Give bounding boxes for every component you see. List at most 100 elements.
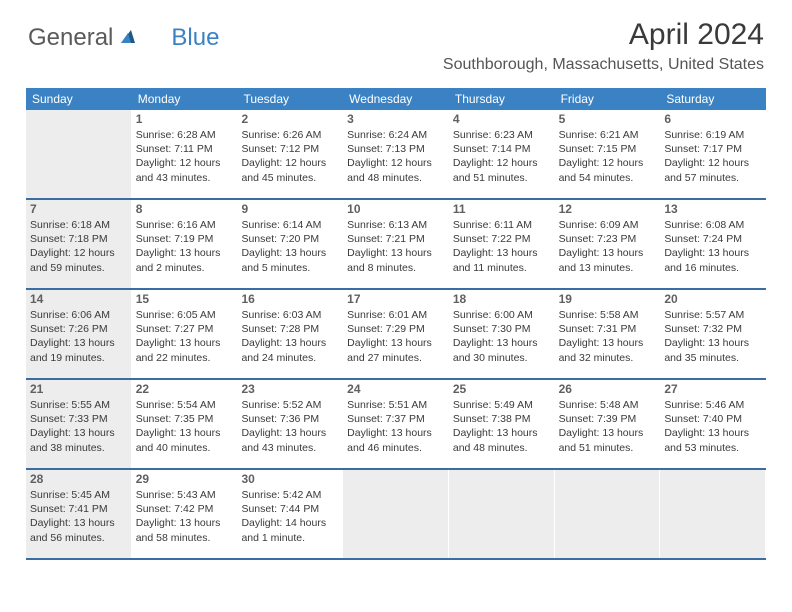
day-sunrise: Sunrise: 6:24 AM [347,128,444,142]
day-daylight: Daylight: 13 hours [347,426,444,440]
day-cell [26,110,132,198]
day-sunrise: Sunrise: 5:42 AM [241,488,338,502]
day-daylight: Daylight: 13 hours [453,246,550,260]
day-daylight: Daylight: 13 hours [664,336,761,350]
day-daylight: Daylight: 13 hours [559,426,656,440]
day-extra: and 53 minutes. [664,441,761,455]
day-daylight: Daylight: 12 hours [664,156,761,170]
day-sunset: Sunset: 7:27 PM [136,322,233,336]
day-sunset: Sunset: 7:39 PM [559,412,656,426]
day-number: 18 [453,292,550,306]
month-title: April 2024 [443,18,764,52]
day-extra: and 48 minutes. [453,441,550,455]
day-extra: and 51 minutes. [559,441,656,455]
day-cell: 30Sunrise: 5:42 AMSunset: 7:44 PMDayligh… [237,470,343,558]
day-cell: 20Sunrise: 5:57 AMSunset: 7:32 PMDayligh… [660,290,766,378]
day-number: 15 [136,292,233,306]
day-header-monday: Monday [132,88,238,110]
day-sunrise: Sunrise: 5:49 AM [453,398,550,412]
day-daylight: Daylight: 12 hours [559,156,656,170]
day-sunrise: Sunrise: 5:54 AM [136,398,233,412]
day-number: 12 [559,202,656,216]
day-cell: 4Sunrise: 6:23 AMSunset: 7:14 PMDaylight… [449,110,555,198]
day-sunrise: Sunrise: 6:05 AM [136,308,233,322]
day-daylight: Daylight: 13 hours [664,246,761,260]
day-number: 29 [136,472,233,486]
day-cell: 12Sunrise: 6:09 AMSunset: 7:23 PMDayligh… [555,200,661,288]
calendar-grid: SundayMondayTuesdayWednesdayThursdayFrid… [26,88,766,560]
day-sunset: Sunset: 7:22 PM [453,232,550,246]
day-cell [449,470,555,558]
day-daylight: Daylight: 13 hours [347,246,444,260]
day-cell: 21Sunrise: 5:55 AMSunset: 7:33 PMDayligh… [26,380,132,468]
day-header-sunday: Sunday [26,88,132,110]
day-number: 14 [30,292,127,306]
day-header-friday: Friday [555,88,661,110]
day-sunrise: Sunrise: 5:57 AM [664,308,761,322]
weeks-container: 1Sunrise: 6:28 AMSunset: 7:11 PMDaylight… [26,110,766,560]
week-row: 1Sunrise: 6:28 AMSunset: 7:11 PMDaylight… [26,110,766,200]
day-sunset: Sunset: 7:42 PM [136,502,233,516]
day-number: 19 [559,292,656,306]
day-sunrise: Sunrise: 5:45 AM [30,488,127,502]
day-cell: 16Sunrise: 6:03 AMSunset: 7:28 PMDayligh… [237,290,343,378]
day-number: 2 [241,112,338,126]
day-sunrise: Sunrise: 6:14 AM [241,218,338,232]
day-number: 8 [136,202,233,216]
day-sunset: Sunset: 7:14 PM [453,142,550,156]
day-sunrise: Sunrise: 6:13 AM [347,218,444,232]
day-sunset: Sunset: 7:20 PM [241,232,338,246]
day-extra: and 45 minutes. [241,171,338,185]
day-sunset: Sunset: 7:33 PM [30,412,127,426]
day-sunset: Sunset: 7:18 PM [30,232,127,246]
day-sunset: Sunset: 7:40 PM [664,412,761,426]
day-extra: and 38 minutes. [30,441,127,455]
day-sunset: Sunset: 7:31 PM [559,322,656,336]
day-sunrise: Sunrise: 6:09 AM [559,218,656,232]
day-number: 5 [559,112,656,126]
day-daylight: Daylight: 12 hours [136,156,233,170]
day-sunrise: Sunrise: 5:43 AM [136,488,233,502]
day-cell [555,470,661,558]
day-sunrise: Sunrise: 6:18 AM [30,218,127,232]
day-cell: 19Sunrise: 5:58 AMSunset: 7:31 PMDayligh… [555,290,661,378]
day-extra: and 35 minutes. [664,351,761,365]
day-sunset: Sunset: 7:12 PM [241,142,338,156]
day-header-tuesday: Tuesday [237,88,343,110]
week-row: 28Sunrise: 5:45 AMSunset: 7:41 PMDayligh… [26,470,766,560]
day-daylight: Daylight: 12 hours [30,246,127,260]
day-daylight: Daylight: 13 hours [136,246,233,260]
day-header-row: SundayMondayTuesdayWednesdayThursdayFrid… [26,88,766,110]
day-cell: 8Sunrise: 6:16 AMSunset: 7:19 PMDaylight… [132,200,238,288]
day-extra: and 24 minutes. [241,351,338,365]
day-daylight: Daylight: 13 hours [136,426,233,440]
day-number: 24 [347,382,444,396]
day-sunrise: Sunrise: 6:08 AM [664,218,761,232]
day-number: 10 [347,202,444,216]
day-sunrise: Sunrise: 5:52 AM [241,398,338,412]
week-row: 7Sunrise: 6:18 AMSunset: 7:18 PMDaylight… [26,200,766,290]
day-header-thursday: Thursday [449,88,555,110]
day-sunrise: Sunrise: 6:11 AM [453,218,550,232]
day-number: 21 [30,382,127,396]
week-row: 21Sunrise: 5:55 AMSunset: 7:33 PMDayligh… [26,380,766,470]
day-extra: and 32 minutes. [559,351,656,365]
day-daylight: Daylight: 13 hours [347,336,444,350]
day-daylight: Daylight: 12 hours [347,156,444,170]
day-sunrise: Sunrise: 6:00 AM [453,308,550,322]
day-extra: and 1 minute. [241,531,338,545]
day-cell: 1Sunrise: 6:28 AMSunset: 7:11 PMDaylight… [132,110,238,198]
day-cell: 6Sunrise: 6:19 AMSunset: 7:17 PMDaylight… [660,110,766,198]
day-sunset: Sunset: 7:35 PM [136,412,233,426]
day-daylight: Daylight: 13 hours [559,336,656,350]
day-sunset: Sunset: 7:38 PM [453,412,550,426]
location-text: Southborough, Massachusetts, United Stat… [443,56,764,74]
day-extra: and 40 minutes. [136,441,233,455]
day-extra: and 2 minutes. [136,261,233,275]
logo-text-blue: Blue [171,24,219,52]
day-cell: 9Sunrise: 6:14 AMSunset: 7:20 PMDaylight… [237,200,343,288]
day-cell: 18Sunrise: 6:00 AMSunset: 7:30 PMDayligh… [449,290,555,378]
day-sunset: Sunset: 7:11 PM [136,142,233,156]
day-sunset: Sunset: 7:19 PM [136,232,233,246]
day-extra: and 13 minutes. [559,261,656,275]
